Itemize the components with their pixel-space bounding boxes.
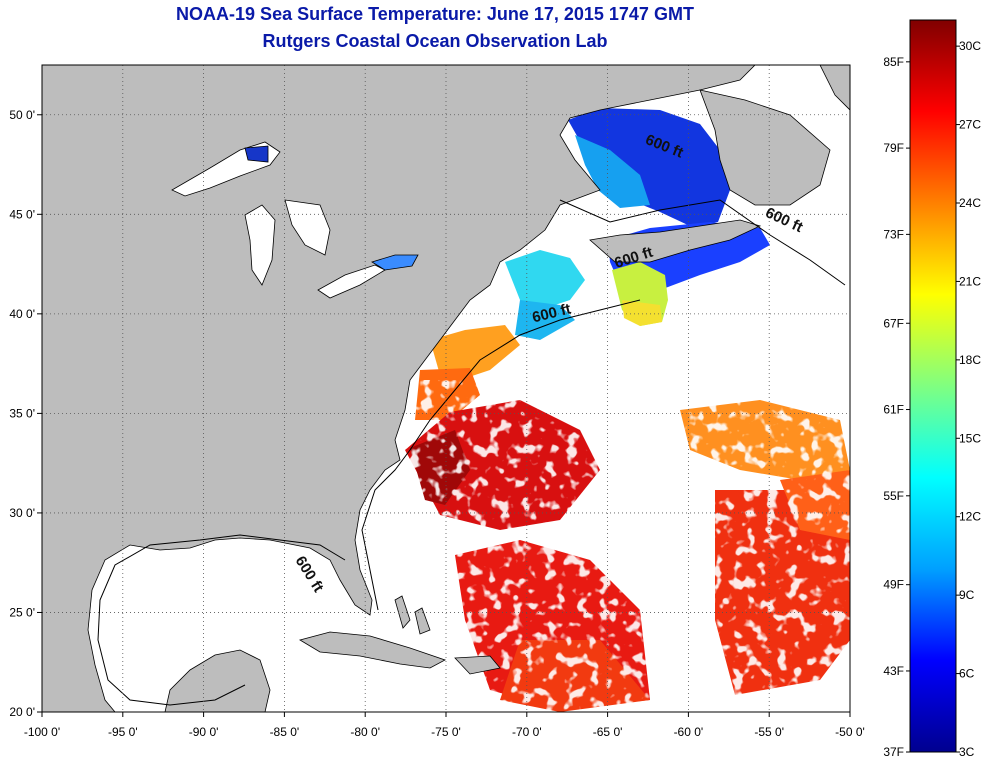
lon-tick-label: -95 0'	[108, 725, 138, 739]
lon-tick-label: -60 0'	[674, 725, 704, 739]
lon-tick-label: -70 0'	[512, 725, 542, 739]
colorbar-f-label: 79F	[883, 141, 904, 155]
colorbar-f-label: 61F	[883, 403, 904, 417]
great-lakes	[171, 141, 419, 299]
contour-600ft-gulf	[97, 534, 346, 706]
contour-600ft-northeast	[559, 199, 846, 286]
sst-swath-layer	[400, 108, 850, 712]
lat-tick-label: 30 0'	[9, 506, 35, 520]
lake-michigan	[244, 204, 276, 286]
map-subtitle: Rutgers Coastal Ocean Observation Lab	[262, 31, 608, 51]
sst-patch-gulf-st-lawrence	[568, 108, 730, 226]
nova-scotia-land	[589, 219, 762, 263]
axis-tick-labels: -100 0' -95 0' -90 0' -85 0' -80 0' -75 0' -70…	[9, 108, 864, 739]
colorbar-c-label: 21C	[959, 274, 981, 288]
lon-tick-label: -100 0'	[24, 725, 60, 739]
colorbar-c-label: 9C	[959, 588, 975, 602]
lon-tick-label: -85 0'	[270, 725, 300, 739]
lon-tick-label: -65 0'	[593, 725, 623, 739]
colorbar-c-label: 12C	[959, 510, 981, 524]
lat-tick-label: 45 0'	[9, 207, 35, 221]
map-frame	[41, 64, 851, 713]
colorbar-c-label: 6C	[959, 667, 975, 681]
contour-600ft-shelf	[361, 299, 641, 611]
cuba-land	[298, 631, 446, 669]
lat-tick-label: 20 0'	[9, 705, 35, 719]
colorbar-c-label: 27C	[959, 118, 981, 132]
colorbar-f-label: 67F	[883, 316, 904, 330]
colorbar-c-label: 24C	[959, 196, 981, 210]
colorbar-f-label: 37F	[883, 745, 904, 759]
colorbar-f-label: 43F	[883, 664, 904, 678]
colorbar-f-label: 73F	[883, 227, 904, 241]
colorbar-f-label: 49F	[883, 578, 904, 592]
north-america-land	[42, 65, 756, 712]
lake-ontario	[371, 254, 419, 271]
lon-tick-label: -50 0'	[835, 725, 865, 739]
newfoundland-land	[699, 89, 831, 206]
map-layers	[42, 65, 850, 712]
sst-patch-st-lawrence-estuary	[575, 135, 650, 208]
lat-tick-label: 25 0'	[9, 605, 35, 619]
lon-tick-label: -80 0'	[350, 725, 380, 739]
colorbar-c-label: 18C	[959, 353, 981, 367]
lake-huron	[284, 199, 331, 256]
colorbar-c-label: 30C	[959, 39, 981, 53]
lon-tick-label: -55 0'	[754, 725, 784, 739]
lon-tick-label: -75 0'	[431, 725, 461, 739]
colorbar-labels: 37F 43F 49F 55F 61F 67F 73F 79F 85F 3C 6C 9C 12C 15C 1…	[883, 39, 981, 759]
lat-tick-label: 40 0'	[9, 307, 35, 321]
colorbar-c-label: 3C	[959, 745, 975, 759]
map-title: NOAA-19 Sea Surface Temperature: June 17…	[176, 4, 694, 24]
yucatan-land	[164, 649, 271, 712]
colorbar-c-label: 15C	[959, 431, 981, 445]
land-layer	[42, 65, 850, 712]
lat-tick-label: 50 0'	[9, 108, 35, 122]
graticule	[42, 65, 850, 712]
lon-tick-label: -90 0'	[189, 725, 219, 739]
bathymetry-contours	[97, 199, 846, 706]
colorbar	[909, 19, 957, 753]
sst-patch-mid-atlantic	[430, 325, 520, 380]
colorbar-f-label: 85F	[883, 55, 904, 69]
lat-tick-label: 35 0'	[9, 406, 35, 420]
colorbar-f-label: 55F	[883, 489, 904, 503]
